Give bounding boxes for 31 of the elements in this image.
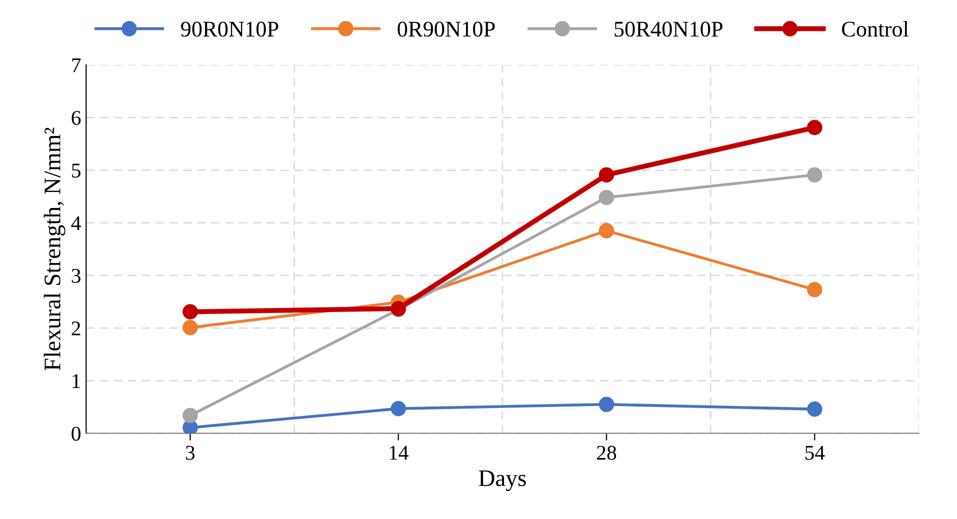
point (807, 402, 822, 417)
y-axis-title: Flexural Strength, N/mm² (44, 128, 66, 370)
legend-label: 90R0N10P (181, 22, 278, 37)
y-tick-label: 5 (72, 164, 80, 178)
x-tick-label: 3 (186, 446, 195, 460)
x-tick-label: 28 (596, 446, 616, 460)
point (390, 400, 406, 416)
y-tick-label: 7 (72, 58, 81, 72)
point (598, 190, 614, 206)
x-tick-label: 14 (390, 446, 408, 460)
y-tick-label: 6 (72, 110, 81, 125)
point (182, 408, 198, 424)
y-tick-label: 1 (72, 374, 80, 388)
y-tick-label: 4 (71, 216, 81, 230)
point (182, 320, 198, 336)
point (807, 120, 822, 136)
legend-label: Control (842, 21, 909, 37)
x-tick-label: 54 (805, 446, 825, 460)
y-tick-label: 3 (72, 268, 80, 283)
point (807, 167, 822, 183)
point (598, 396, 614, 412)
point (807, 282, 822, 298)
point (182, 304, 198, 320)
point (182, 420, 198, 434)
point (598, 223, 614, 238)
y-tick-label: 2 (72, 322, 80, 336)
legend-label: 50R40N10P (614, 22, 722, 37)
x-axis-title: Days (478, 470, 526, 492)
legend-label: 0R90N10P (398, 22, 495, 37)
y-tick-label: 0 (72, 426, 80, 441)
point (598, 167, 614, 183)
